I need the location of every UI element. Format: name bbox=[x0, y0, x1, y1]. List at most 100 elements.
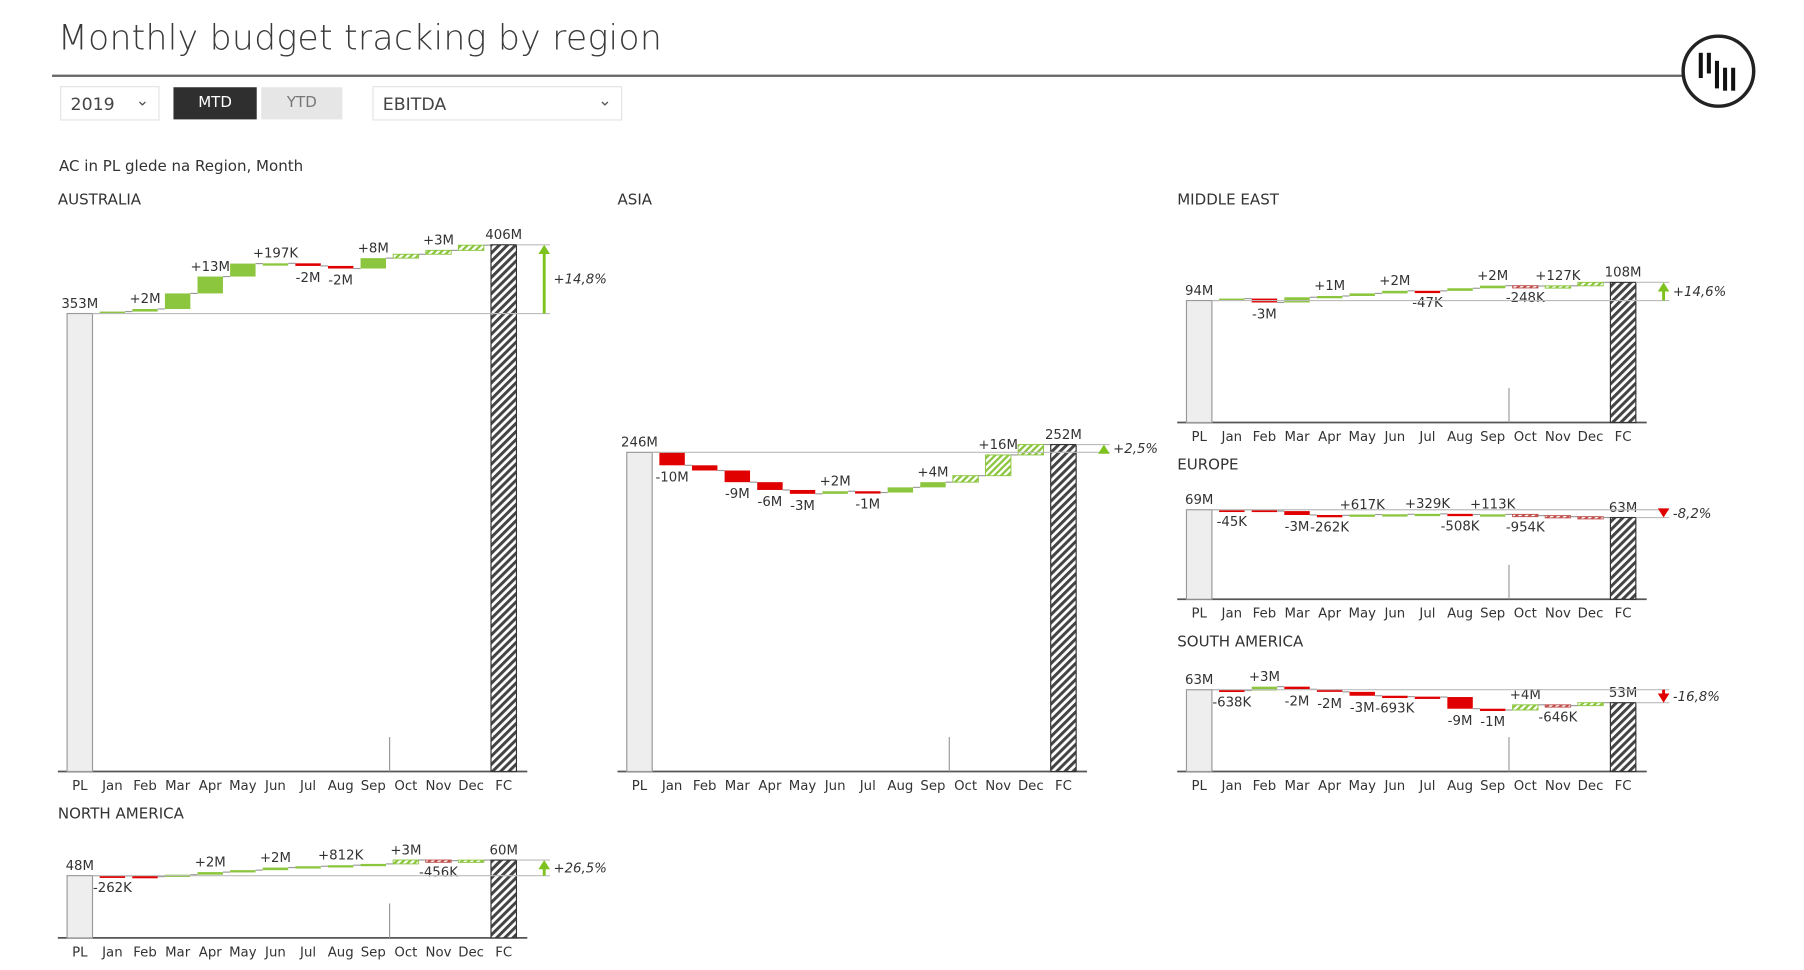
waterfall-chart-europe: PL Jan Feb Mar Apr May Jun Jul Aug Sep Oct Nov Dec FC… bbox=[1177, 493, 1711, 622]
tick-label-jul: Jul bbox=[299, 945, 316, 960]
delta-arrowhead bbox=[1657, 693, 1670, 703]
plan-value-label: 246M bbox=[621, 436, 658, 451]
data-label: +4M bbox=[917, 465, 948, 480]
actual-bar-may bbox=[230, 870, 256, 873]
tick-label-jan: Jan bbox=[1221, 607, 1243, 622]
tick-label-pl: PL bbox=[72, 945, 88, 960]
data-label: +13M bbox=[190, 260, 230, 275]
plan-value-label: 94M bbox=[1185, 284, 1213, 299]
tick-label-dec: Dec bbox=[1578, 430, 1604, 445]
tick-label-jun: Jun bbox=[264, 945, 286, 960]
bars-logo-icon bbox=[1681, 34, 1756, 108]
tick-label-nov: Nov bbox=[1545, 779, 1571, 794]
tick-label-pl: PL bbox=[72, 779, 88, 794]
delta-arrowhead bbox=[1098, 444, 1110, 454]
actual-bar-aug bbox=[1447, 288, 1473, 291]
actual-bar-aug bbox=[887, 487, 914, 493]
data-label: +617K bbox=[1340, 498, 1386, 513]
tick-label-may: May bbox=[1348, 779, 1376, 794]
tick-label-fc: FC bbox=[1615, 607, 1632, 622]
delta-arrowhead bbox=[1657, 508, 1670, 518]
delta-percent-label: +2,5% bbox=[1113, 442, 1158, 457]
forecast-bar-oct bbox=[952, 475, 979, 483]
tick-label-may: May bbox=[1348, 430, 1376, 445]
tick-label-oct: Oct bbox=[1514, 607, 1537, 622]
tick-label-oct: Oct bbox=[954, 779, 977, 794]
forecast-bar-dec bbox=[1577, 702, 1604, 707]
tick-label-jul: Jul bbox=[1418, 779, 1435, 794]
tick-label-sep: Sep bbox=[920, 779, 945, 794]
tick-label-pl: PL bbox=[632, 779, 648, 794]
tick-label-fc: FC bbox=[495, 779, 512, 794]
tick-label-aug: Aug bbox=[328, 945, 354, 960]
data-label: -3M bbox=[1252, 308, 1277, 323]
forecast-bar-nov bbox=[1544, 704, 1572, 708]
chart-title-europe: EUROPE bbox=[1177, 456, 1239, 475]
year-value: 2019 bbox=[70, 94, 115, 115]
actual-bar-apr bbox=[197, 872, 223, 875]
forecast-bar-dec bbox=[1577, 281, 1604, 287]
title-divider bbox=[52, 74, 1685, 77]
data-label: +197K bbox=[253, 247, 299, 262]
actual-bar-apr bbox=[1316, 689, 1343, 692]
data-label: +2M bbox=[1379, 274, 1410, 289]
actual-bar-aug bbox=[1447, 697, 1473, 709]
chart-subtitle: AC in PL glede na Region, Month bbox=[58, 158, 304, 176]
forecast-value-label: 60M bbox=[490, 843, 518, 858]
tick-label-jan: Jan bbox=[101, 779, 123, 794]
data-label: +2M bbox=[195, 855, 226, 870]
data-label: +2M bbox=[1477, 269, 1508, 284]
measure-dropdown[interactable]: EBITDA ⌄ bbox=[372, 86, 623, 121]
data-label: -9M bbox=[725, 487, 750, 502]
tick-label-aug: Aug bbox=[887, 779, 913, 794]
tick-label-jun: Jun bbox=[1383, 430, 1405, 445]
data-label: -2M bbox=[296, 271, 321, 286]
actual-bar-aug bbox=[327, 265, 354, 269]
actual-bar-mar bbox=[1284, 686, 1310, 690]
tick-label-jul: Jul bbox=[1418, 607, 1435, 622]
tick-label-aug: Aug bbox=[1447, 430, 1473, 445]
actual-bar-feb bbox=[1251, 686, 1278, 691]
forecast-value-label: 252M bbox=[1045, 428, 1082, 443]
actual-bar-jun bbox=[822, 491, 848, 494]
actual-bar-sep bbox=[1479, 514, 1506, 517]
actual-bar-sep bbox=[360, 863, 387, 867]
data-label: +127K bbox=[1535, 269, 1581, 284]
delta-percent-label: +26,5% bbox=[553, 861, 606, 876]
data-label: +3M bbox=[423, 234, 454, 249]
actual-bar-jan bbox=[1219, 509, 1245, 513]
tick-label-aug: Aug bbox=[1447, 607, 1473, 622]
actual-bar-may bbox=[1349, 514, 1375, 517]
data-label: +4M bbox=[1510, 688, 1541, 703]
tick-label-sep: Sep bbox=[1480, 779, 1505, 794]
actual-bar-feb bbox=[132, 875, 158, 879]
waterfall-chart-australia: PL Jan Feb Mar Apr May Jun Jul Aug Sep Oct Nov Dec FC… bbox=[57, 228, 607, 794]
plan-value-label: 63M bbox=[1185, 673, 1213, 688]
data-label: -2M bbox=[1317, 697, 1342, 712]
data-label: -6M bbox=[758, 495, 783, 510]
tick-label-feb: Feb bbox=[693, 779, 717, 794]
plan-bar bbox=[626, 451, 653, 773]
tick-label-pl: PL bbox=[1191, 607, 1207, 622]
tick-label-sep: Sep bbox=[361, 779, 386, 794]
tick-label-pl: PL bbox=[1191, 430, 1207, 445]
forecast-bar-nov bbox=[1544, 515, 1572, 519]
data-label: -45K bbox=[1217, 515, 1248, 530]
forecast-value-label: 53M bbox=[1609, 686, 1637, 701]
mtd-button[interactable]: MTD bbox=[173, 87, 257, 120]
delta-percent-label: -16,8% bbox=[1673, 690, 1720, 705]
actual-bar-jun bbox=[1382, 514, 1408, 517]
data-label: -47K bbox=[1412, 296, 1443, 311]
data-label: +8M bbox=[358, 241, 389, 256]
ytd-button[interactable]: YTD bbox=[261, 87, 343, 120]
actual-bar-jun bbox=[1382, 695, 1408, 699]
year-dropdown[interactable]: 2019 ⌄ bbox=[60, 86, 160, 121]
data-label: -9M bbox=[1448, 714, 1473, 729]
tick-label-nov: Nov bbox=[1545, 430, 1571, 445]
data-label: -456K bbox=[419, 866, 458, 881]
tick-label-mar: Mar bbox=[1284, 607, 1310, 622]
actual-bar-jul bbox=[295, 866, 321, 869]
data-label: +329K bbox=[1405, 497, 1451, 512]
actual-bar-jul bbox=[1414, 290, 1441, 294]
tick-label-jun: Jun bbox=[1383, 607, 1405, 622]
